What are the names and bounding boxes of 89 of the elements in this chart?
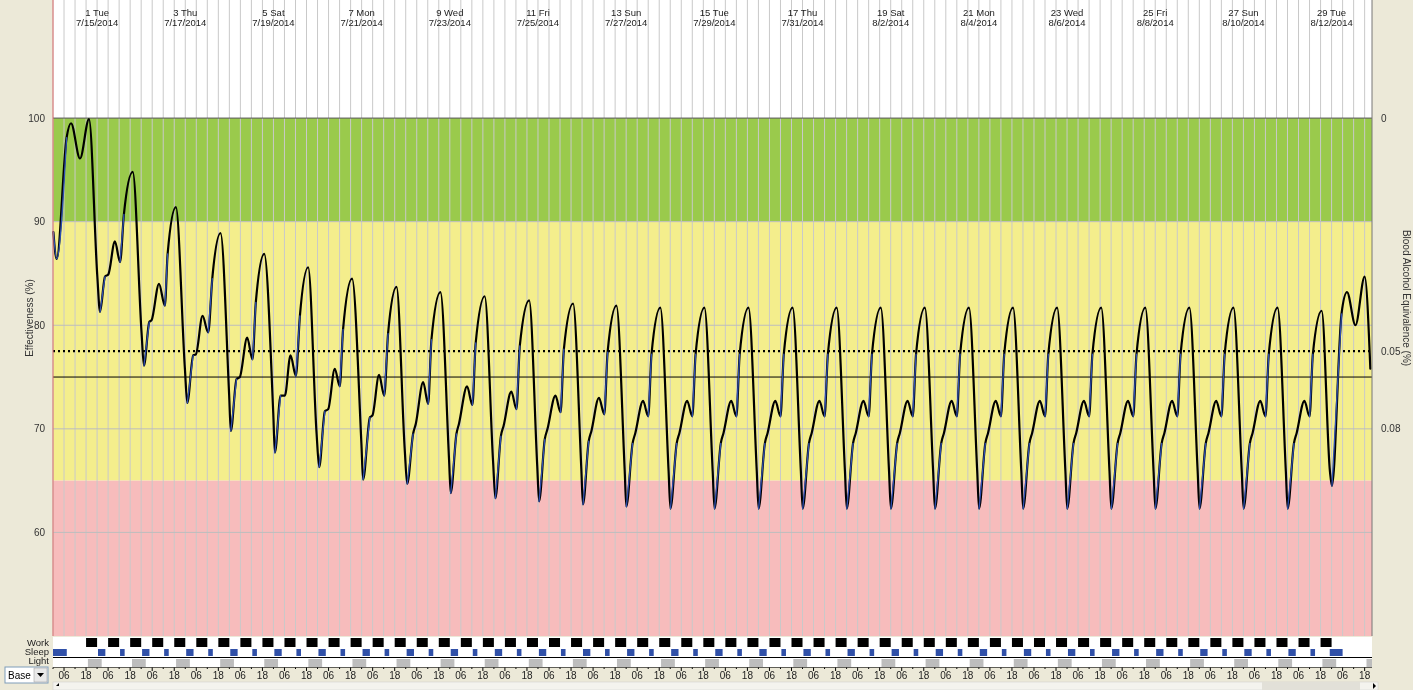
- x-tick-label: 18: [345, 670, 357, 681]
- x-tick-label: 06: [896, 670, 908, 681]
- dropdown: Base: [4, 666, 49, 684]
- x2-tick-label: 1 Tue 7/15/2014: [75, 7, 119, 28]
- x-tick-label: 18: [918, 670, 930, 681]
- y-tick-label: 90: [33, 216, 46, 228]
- y2-axis-title: Blood Alcohol Equivalence (%): [1401, 229, 1412, 367]
- x-tick-label: 18: [565, 670, 578, 681]
- x-tick-label: 18: [1270, 670, 1283, 681]
- x-tick-label: 18: [697, 670, 710, 681]
- x-tick-label: 06: [940, 670, 952, 681]
- x-tick-label: 18: [830, 670, 842, 681]
- x-tick-label: 18: [1006, 670, 1018, 681]
- x-tick-label: 06: [807, 670, 820, 681]
- x2-tick-label: 15 Tue 7/29/2014: [693, 7, 736, 28]
- x-tick-label: 06: [1116, 670, 1129, 681]
- x-tick-label: 18: [785, 670, 798, 681]
- x-tick-label: 18: [1359, 670, 1371, 681]
- x-tick-label: 18: [477, 670, 489, 681]
- x-tick-label: 06: [58, 670, 71, 681]
- x2-tick-label: 5 Sat 7/19/2014: [252, 7, 295, 28]
- x-tick-label: 06: [719, 670, 732, 681]
- x-tick-label: 06: [146, 670, 159, 681]
- x-tick-label: 06: [543, 670, 555, 681]
- x-tick-label: 18: [1315, 670, 1327, 681]
- x-tick-label: 06: [367, 670, 379, 681]
- x2-tick-label: 19 Sat 8/2/2014: [872, 7, 910, 28]
- x-tick-label: 18: [168, 670, 181, 681]
- x2-tick-label: 9 Wed 7/23/2014: [428, 7, 471, 28]
- x2-tick-label: 13 Sun 7/27/2014: [605, 7, 648, 28]
- x-tick-label: 06: [1028, 670, 1040, 681]
- x-tick-label: 18: [389, 670, 401, 681]
- x2-tick-label: 23 Wed 8/6/2014: [1048, 7, 1086, 28]
- x-tick-label: 18: [300, 670, 313, 681]
- x-tick-label: 06: [411, 670, 423, 681]
- x-tick-label: 18: [1050, 670, 1063, 681]
- y-tick-label: 100: [28, 112, 46, 124]
- x-tick-label: 06: [587, 670, 600, 681]
- x2-tick-label: 3 Thu 7/17/2014: [164, 7, 207, 28]
- x-tick-label: 18: [1226, 670, 1239, 681]
- x2-tick-label: 11 Fri 7/25/2014: [516, 7, 560, 28]
- x-tick-label: 18: [521, 670, 533, 681]
- text: 0.08: [1381, 423, 1401, 435]
- x-tick-label: 18: [80, 670, 93, 681]
- x-tick-label: 06: [102, 670, 115, 681]
- x-tick-label: 06: [499, 670, 511, 681]
- x-tick-label: 18: [124, 670, 137, 681]
- x-tick-label: 18: [609, 670, 622, 681]
- x-tick-label: 18: [433, 670, 445, 681]
- x-tick-label: 06: [763, 670, 776, 681]
- x-tick-label: 06: [675, 670, 688, 681]
- x-tick-label: 18: [874, 670, 886, 681]
- x2-tick-label: 17 Thu 7/31/2014: [781, 7, 824, 28]
- x-tick-label: 06: [1337, 670, 1349, 681]
- text: Light: [28, 655, 50, 666]
- x-tick-label: 18: [256, 670, 269, 681]
- y-axis-title: Effectiveness (%): [24, 279, 35, 357]
- x2-tick-label: 7 Mon 7/21/2014: [340, 7, 383, 28]
- x-tick-label: 06: [984, 670, 996, 681]
- y-tick-label: 60: [33, 526, 46, 538]
- x2-tick-label: 27 Sun 8/10/2014: [1222, 7, 1265, 28]
- x-tick-label: 18: [653, 670, 666, 681]
- x-tick-label: 06: [1292, 670, 1305, 681]
- text: Sleep: [24, 646, 49, 657]
- y-tick-label: 80: [33, 319, 46, 331]
- x-tick-label: 06: [1204, 670, 1217, 681]
- x-tick-label: 06: [190, 670, 203, 681]
- text: Work: [27, 637, 50, 648]
- x-tick-label: 06: [234, 670, 247, 681]
- x2-tick-label: 25 Fri 8/8/2014: [1136, 7, 1174, 28]
- text: 0: [1381, 112, 1387, 124]
- x-tick-label: 06: [852, 670, 864, 681]
- x-tick-label: 18: [741, 670, 754, 681]
- x2-tick-label: 21 Mon 8/4/2014: [960, 7, 998, 28]
- x-tick-label: 06: [278, 670, 291, 681]
- x-tick-label: 06: [455, 670, 467, 681]
- x-tick-label: 18: [1094, 670, 1107, 681]
- x2-tick-label: 29 Tue 8/12/2014: [1310, 7, 1353, 28]
- x-tick-label: 06: [631, 670, 644, 681]
- text: 0.05: [1381, 345, 1401, 357]
- x-tick-label: 18: [1182, 670, 1195, 681]
- x-tick-label: 18: [1138, 670, 1151, 681]
- x-tick-label: 06: [1072, 670, 1085, 681]
- y-tick-label: 70: [33, 423, 46, 435]
- x-tick-label: 18: [212, 670, 225, 681]
- x-tick-label: 06: [1160, 670, 1173, 681]
- x-tick-label: 18: [962, 670, 974, 681]
- x-tick-label: 06: [1248, 670, 1261, 681]
- x-tick-label: 06: [322, 670, 335, 681]
